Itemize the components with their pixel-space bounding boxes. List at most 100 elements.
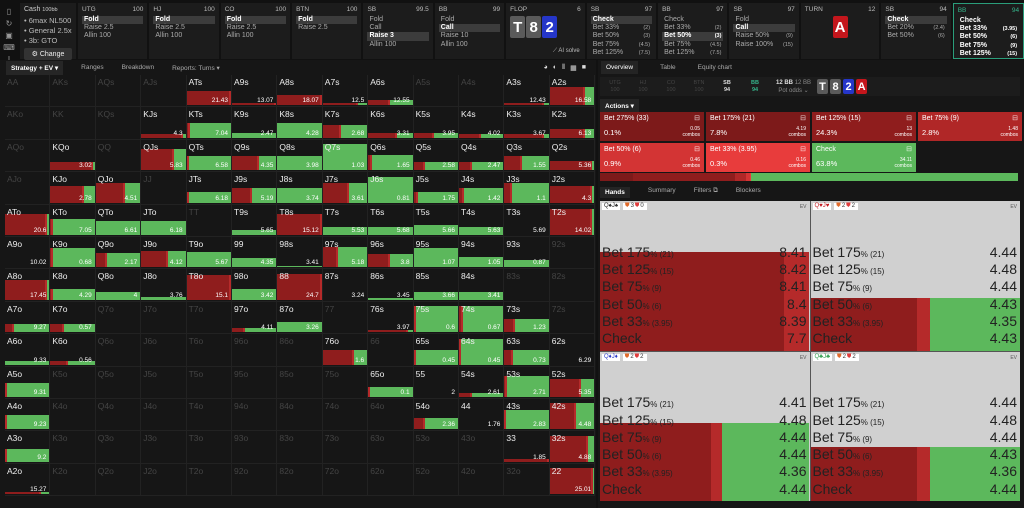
filter-icon[interactable]: ⊟ <box>694 146 700 153</box>
hand-cell-43o[interactable]: 43o <box>459 431 505 464</box>
hand-cell-J7s[interactable]: J7s 3.61 <box>322 172 369 205</box>
hand-cell-Q9s[interactable]: Q9s 4.35 <box>232 139 278 173</box>
hand-cell-72s[interactable]: 72s <box>549 301 596 335</box>
hand-cell-42s[interactable]: 42s 4.48 <box>549 399 596 432</box>
overview-tab[interactable]: Overview <box>601 61 639 74</box>
action-option[interactable]: Bet 75% (4.5) <box>591 41 652 49</box>
hand-cell-T6s[interactable]: T6s 5.68 <box>368 204 414 237</box>
hand-cell-A7o[interactable]: A7o 9.27 <box>5 301 51 335</box>
hand-cell-98s[interactable]: 98s 3.41 <box>277 237 323 270</box>
hand-cell-T4s[interactable]: T4s 5.63 <box>459 204 505 237</box>
hand-cell-KJs[interactable]: KJs 4.3 <box>141 107 187 140</box>
hand-cell-A7s[interactable]: A7s 12.5 <box>322 75 369 108</box>
action-option[interactable]: Bet 125% (7.5) <box>591 49 652 57</box>
hand-cell-QTo[interactable]: QTo 6.61 <box>95 204 142 237</box>
hand-cell-J7o[interactable]: J7o <box>141 301 187 335</box>
hand-panel[interactable]: Q♠J♠ ⛊3⛊0 EV Bet 175% (21) 8.41 Bet 125% (15)… <box>600 201 810 351</box>
hand-cell-53s[interactable]: 53s 2.71 <box>504 366 550 399</box>
ai-solve-button[interactable]: ⟋ AI solve <box>552 48 580 54</box>
hand-cell-Q7o[interactable]: Q7o <box>95 301 142 335</box>
hand-cell-94s[interactable]: 94s 1.05 <box>459 237 505 270</box>
hand-cell-44[interactable]: 44 1.76 <box>459 399 505 432</box>
hand-cell-K3s[interactable]: K3s 3.67 <box>504 107 550 140</box>
action-option[interactable]: Raise 2.5 <box>82 24 143 32</box>
hand-cell-A4o[interactable]: A4o 9.23 <box>5 399 51 432</box>
hand-cell-JTs[interactable]: JTs 6.18 <box>186 172 232 205</box>
hand-cell-JTo[interactable]: JTo 6.18 <box>141 204 187 237</box>
hand-cell-Q4s[interactable]: Q4s 2.47 <box>459 139 505 173</box>
hand-cell-A6s[interactable]: A6s 12.55 <box>368 75 414 108</box>
hand-cell-A5s[interactable]: A5s <box>413 75 459 108</box>
hand-cell-87s[interactable]: 87s 3.24 <box>322 269 369 302</box>
action-option[interactable]: Allin 100 <box>439 41 500 49</box>
position-hj[interactable]: HJ 100 <box>632 80 654 93</box>
bookmark-icon[interactable]: ▯ <box>6 7 12 16</box>
hand-cell-J9o[interactable]: J9o 4.12 <box>141 237 187 270</box>
hand-cell-Q7s[interactable]: Q7s 1.03 <box>322 139 369 173</box>
history-bb[interactable]: BB 99 Fold Call Raise 10 Allin 100 <box>434 3 505 59</box>
hand-cell-92s[interactable]: 92s <box>549 237 596 270</box>
hand-cell-77[interactable]: 77 <box>322 301 369 335</box>
action-option[interactable]: Call <box>438 24 501 33</box>
hand-cell-T6o[interactable]: T6o <box>186 334 232 367</box>
filter-icon[interactable]: ⊟ <box>1012 115 1018 122</box>
history-sb[interactable]: SB 97 Fold Call Raise 50% (9) Raise 100% (15) <box>729 3 799 59</box>
hand-cell-85o[interactable]: 85o <box>277 366 323 399</box>
action-option[interactable]: Fold <box>439 16 500 24</box>
hand-cell-J5o[interactable]: J5o <box>141 366 187 399</box>
hand-cell-QTs[interactable]: QTs 6.58 <box>186 139 232 173</box>
hand-cell-86s[interactable]: 86s 3.45 <box>368 269 414 302</box>
hand-cell-93s[interactable]: 93s 0.87 <box>504 237 550 270</box>
hand-cell-QQ[interactable]: QQ <box>95 139 142 173</box>
grid-tab[interactable]: Ranges <box>81 64 104 71</box>
overview-tab[interactable]: Equity chart <box>697 64 732 71</box>
position-utg[interactable]: UTG 100 <box>604 80 626 93</box>
hand-cell-A5o[interactable]: A5o 9.31 <box>5 366 51 399</box>
hand-cell-93o[interactable]: 93o <box>232 431 278 464</box>
hand-cell-T3o[interactable]: T3o <box>186 431 232 464</box>
hand-cell-99[interactable]: 99 4.35 <box>232 237 278 270</box>
hand-cell-62s[interactable]: 62s 6.29 <box>549 334 596 367</box>
hand-cell-63s[interactable]: 63s 0.73 <box>504 334 550 367</box>
hand-cell-74o[interactable]: 74o <box>322 399 369 432</box>
hand-cell-32s[interactable]: 32s 4.88 <box>549 431 596 464</box>
hand-cell-73s[interactable]: 73s 1.23 <box>504 301 550 335</box>
hand-cell-85s[interactable]: 85s 3.66 <box>413 269 459 302</box>
hand-cell-76s[interactable]: 76s 3.97 <box>368 301 414 335</box>
action-option[interactable]: Fold <box>153 16 215 25</box>
hand-cell-J4s[interactable]: J4s 1.42 <box>459 172 505 205</box>
history-btn[interactable]: BTN 100 Fold Raise 2.5 <box>292 3 362 59</box>
action-option[interactable]: Allin 100 <box>82 32 143 40</box>
hand-cell-84s[interactable]: 84s 3.41 <box>459 269 505 302</box>
action-card-bet-175-[interactable]: Bet 175% (21) ⊟ 7.8% 4.19 combos <box>706 112 810 141</box>
history-bb[interactable]: BB 97 Check Bet 33% (2) Bet 50% (3) Bet 75% (4.5… <box>658 3 728 59</box>
hand-cell-A8o[interactable]: A8o 17.45 <box>5 269 51 302</box>
hand-cell-T4o[interactable]: T4o <box>186 399 232 432</box>
action-option[interactable]: Fold <box>733 16 794 24</box>
hand-cell-J2s[interactable]: J2s 4.3 <box>549 172 596 205</box>
hand-cell-T2o[interactable]: T2o <box>186 463 232 497</box>
hand-cell-K4s[interactable]: K4s 4.02 <box>459 107 505 140</box>
hand-cell-86o[interactable]: 86o <box>277 334 323 367</box>
hand-cell-K7s[interactable]: K7s 2.68 <box>322 107 369 140</box>
hand-cell-62o[interactable]: 62o <box>368 463 414 497</box>
hand-cell-A9s[interactable]: A9s 13.07 <box>232 75 278 108</box>
position-sb[interactable]: SB 94 <box>716 80 738 93</box>
action-option[interactable]: Raise 2.5 <box>225 24 286 32</box>
hand-cell-J6o[interactable]: J6o <box>141 334 187 367</box>
history-sb[interactable]: SB 97 Check Bet 33% (2) Bet 50% (3) Bet 75% (4.5… <box>586 3 657 59</box>
hand-cell-76o[interactable]: 76o 1.6 <box>322 334 369 367</box>
action-card-bet-33-[interactable]: Bet 33% (3.95) ⊟ 0.3% 0.16 combos <box>706 143 810 172</box>
hand-cell-K6s[interactable]: K6s 3.31 <box>368 107 414 140</box>
action-card-bet-50-[interactable]: Bet 50% (6) ⊟ 0.9% 0.46 combos <box>600 143 704 172</box>
hand-cell-QJo[interactable]: QJo 4.51 <box>95 172 142 205</box>
hand-cell-J4o[interactable]: J4o <box>141 399 187 432</box>
hand-cell-J6s[interactable]: J6s 0.81 <box>368 172 414 205</box>
hand-cell-84o[interactable]: 84o <box>277 399 323 432</box>
hand-cell-AJo[interactable]: AJo <box>5 172 51 205</box>
action-option[interactable]: Raise 10 <box>439 32 500 40</box>
hands-tab[interactable]: Hands <box>600 187 630 198</box>
hand-cell-Q2o[interactable]: Q2o <box>95 463 142 497</box>
hand-cell-T9o[interactable]: T9o 5.67 <box>186 237 232 270</box>
hand-cell-AKo[interactable]: AKo <box>5 107 51 140</box>
